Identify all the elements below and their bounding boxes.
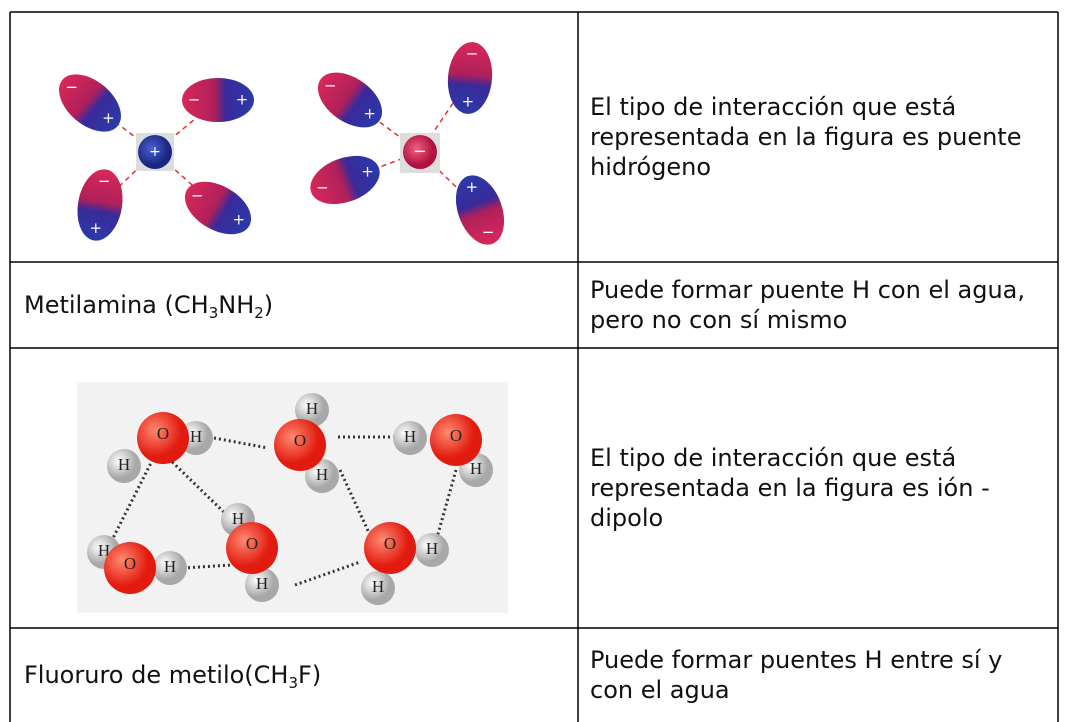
dipole-body [77,169,123,241]
charge-sign: − [98,172,111,190]
dipole [77,169,123,241]
cell-text: El tipo de interacción que está represen… [590,93,1022,181]
atom-label: H [372,577,384,596]
cell-text: Metilamina (CH3NH2) [24,262,564,348]
charge-sign: − [65,78,78,96]
atom-label: O [384,534,396,553]
oxygen-atom [104,542,156,594]
hydrogen-bond [338,469,372,536]
hydrogen-atom [295,393,329,427]
text-part: NH [218,291,255,319]
charge-sign: + [361,162,374,180]
hydrogen-bond [294,560,361,587]
cell-text: Puede formar puente H con el agua, pero … [590,276,1025,334]
atom-label: H [190,427,202,446]
atom-label: O [157,424,169,443]
atom-label: H [118,455,130,474]
hydrogen-bond [182,563,233,570]
atom-label: H [470,459,482,478]
atom-label: H [232,509,244,528]
hydrogen-atom [153,551,187,585]
charge-sign: − [324,77,337,95]
charge-sign: + [236,91,249,109]
charge-sign: + [363,104,376,122]
atom-label: O [124,554,136,573]
atom-label: O [246,534,258,553]
atom-label: H [164,557,176,576]
charge-sign: + [90,219,103,237]
hydrogen-atom [245,568,279,602]
dipole [182,78,254,122]
text-part: F) [298,661,322,689]
text-part: Metilamina (CH [24,291,209,319]
dipole-body [447,42,493,114]
dipole-body [59,74,121,132]
charge-sign: + [149,144,161,160]
dipole-body [317,72,383,128]
charge-sign: − [188,91,201,109]
cell-text: Puede formar puentes H entre sí y con el… [590,646,1003,704]
charge-sign: − [482,223,495,241]
charge-sign: − [466,45,479,63]
dipole-body [184,181,252,235]
table-borders [9,11,1059,722]
dipole-body [182,78,254,122]
atom-label: O [294,431,306,450]
charge-sign: − [191,187,204,205]
atom-label: H [256,574,268,593]
hydrogen-atom [107,449,141,483]
cation [138,135,172,169]
oxygen-atom [274,419,326,471]
atom-label: H [316,465,328,484]
formula: Fluoruro de metilo(CH3F) [24,660,322,692]
atom-label: H [306,399,318,418]
charge-sign: + [466,178,479,196]
charge-sign: + [462,92,475,110]
text-part: ) [263,291,274,319]
subscript: 2 [254,304,264,322]
subscript: 3 [208,304,219,322]
dipole [59,74,121,132]
hydrogen-bond [213,436,269,450]
anion [403,135,437,169]
atom-label: H [404,427,416,446]
hydrogen-bond [163,453,234,522]
charge-sign: + [102,109,115,127]
charge-sign: − [316,179,329,197]
hydrogen-bond [432,469,458,549]
oxygen-atom [226,522,278,574]
dipole [310,155,380,205]
dipole [317,72,383,128]
atom-label: H [426,539,438,558]
cell-text: El tipo de interacción que está represen… [590,444,990,532]
dipole [447,42,493,114]
dipole [455,175,505,245]
oxygen-atom [137,412,189,464]
oxygen-atom [430,414,482,466]
formula: Metilamina (CH3NH2) [24,290,274,322]
text-part: Fluoruro de metilo(CH [24,661,289,689]
hydrogen-atom [361,571,395,605]
hydrogen-bond [106,454,157,549]
dipole-body [455,175,505,245]
hydrogen-atom [393,421,427,455]
cell-text: Fluoruro de metilo(CH3F) [24,628,564,722]
atom-label: H [98,541,110,560]
oxygen-atom [364,522,416,574]
dipole-body [310,155,380,205]
charge-sign: − [413,142,426,161]
hydrogen-atom [305,459,339,493]
charge-sign: + [232,211,245,229]
dipole [184,181,252,235]
hydrogen-atom [415,533,449,567]
subscript: 3 [288,674,299,692]
atom-label: O [450,426,462,445]
